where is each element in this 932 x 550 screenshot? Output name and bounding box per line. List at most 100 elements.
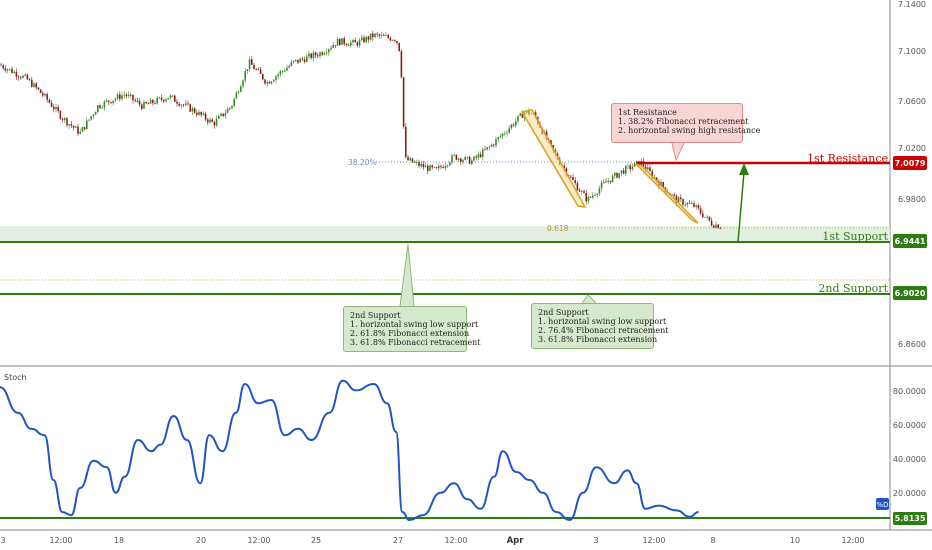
callout-support2b-pointer (581, 294, 597, 304)
candle-body (308, 53, 310, 57)
candle-body (110, 102, 112, 104)
candle-body (11, 68, 13, 73)
candle-body (453, 154, 455, 156)
callout-support-2b: 2nd Support 1. horizontal swing low supp… (531, 303, 669, 349)
candle-body (292, 60, 295, 63)
candle-body (347, 44, 350, 46)
stoch-title: Stoch (4, 373, 27, 382)
candle-body (433, 167, 436, 169)
candle-body (367, 36, 370, 40)
candle-body (482, 149, 484, 158)
candle-body (416, 162, 418, 163)
candle-body (376, 33, 378, 35)
candle-body (149, 99, 152, 104)
candle-body (490, 144, 493, 147)
candle-body (411, 158, 414, 163)
candle-body (710, 220, 713, 226)
candle-body (17, 76, 20, 78)
candle-body (583, 191, 585, 193)
candle-body (521, 113, 524, 118)
harmonic-pattern-1 (520, 109, 587, 208)
candle-body (697, 205, 700, 209)
candle-body (244, 70, 246, 81)
candle-body (138, 100, 141, 105)
candle-body (90, 116, 92, 120)
candle-body (215, 118, 218, 126)
callout-support-2a-line-2: 2. 61.8% Fibonacci extension (350, 329, 470, 338)
candle-body (446, 165, 449, 166)
candle-body (235, 92, 238, 99)
time-tick-0: 3 (0, 536, 5, 545)
candle-body (431, 165, 433, 168)
candle-body (152, 99, 154, 104)
callout-resistance-title: 1st Resistance (618, 108, 677, 117)
candle-body (350, 42, 352, 46)
candle-body (438, 166, 440, 169)
candle-body (319, 52, 321, 57)
stoch-tick-40: 40.0000 (893, 455, 926, 464)
candle-body (224, 113, 227, 116)
candle-body (163, 99, 165, 102)
candle-body (605, 181, 607, 183)
candle-body (499, 136, 502, 138)
candle-body (704, 216, 706, 218)
candle-body (622, 170, 625, 174)
candle-body (587, 196, 590, 202)
candle-body (174, 95, 176, 102)
candle-body (400, 51, 403, 78)
first-support-price-value: 6.9441 (895, 237, 926, 246)
second-support-price-value: 6.9020 (895, 289, 926, 298)
candle-body (506, 132, 508, 134)
time-tick-11: 8 (710, 536, 715, 545)
candle-body (70, 124, 73, 126)
candle-body (209, 119, 211, 123)
candle-body (486, 147, 488, 150)
candle-body (59, 111, 62, 119)
candle-body (301, 58, 304, 60)
callout-support-2b-line-2: 2. 76.4% Fibonacci retracement (538, 326, 669, 335)
candle-body (6, 69, 9, 71)
candle-body (460, 158, 462, 162)
callout-support-2b-line-1: 1. horizontal swing low support (538, 317, 667, 326)
time-tick-4: 12:00 (247, 536, 270, 545)
stoch-tick-20: 20.0000 (893, 489, 926, 498)
candle-body (125, 94, 128, 96)
candle-body (550, 140, 552, 146)
candle-body (266, 82, 268, 84)
stoch-reference-value: 5.8135 (895, 514, 926, 523)
time-tick-5: 25 (311, 536, 321, 545)
candle-body (407, 156, 409, 161)
candle-body (178, 103, 180, 106)
candle-body (435, 167, 438, 169)
candle-body (48, 99, 51, 103)
candle-body (570, 176, 572, 178)
candle-body (31, 79, 33, 87)
candle-body (380, 34, 383, 36)
candle-body (277, 74, 279, 77)
time-tick-3: 20 (196, 536, 206, 545)
price-panel-background (0, 0, 890, 365)
candle-body (57, 106, 59, 112)
candle-body (706, 216, 708, 218)
support-zone (0, 226, 890, 242)
candle-body (156, 97, 158, 104)
candle-body (185, 103, 187, 105)
candle-body (444, 165, 447, 168)
candle-body (198, 111, 200, 115)
candle-body (86, 120, 88, 130)
candle-body (534, 112, 537, 118)
second-support-label: 2nd Support (818, 282, 888, 295)
time-tick-6: 27 (393, 536, 403, 545)
candle-body (187, 103, 189, 105)
candle-body (99, 105, 101, 108)
candle-body (719, 228, 722, 229)
candle-body (649, 167, 651, 172)
candle-body (132, 94, 134, 101)
candle-body (310, 53, 312, 59)
candle-body (713, 225, 715, 228)
candle-body (231, 105, 233, 108)
candle-body (253, 64, 255, 70)
candle-body (341, 38, 343, 45)
candle-body (488, 146, 491, 148)
